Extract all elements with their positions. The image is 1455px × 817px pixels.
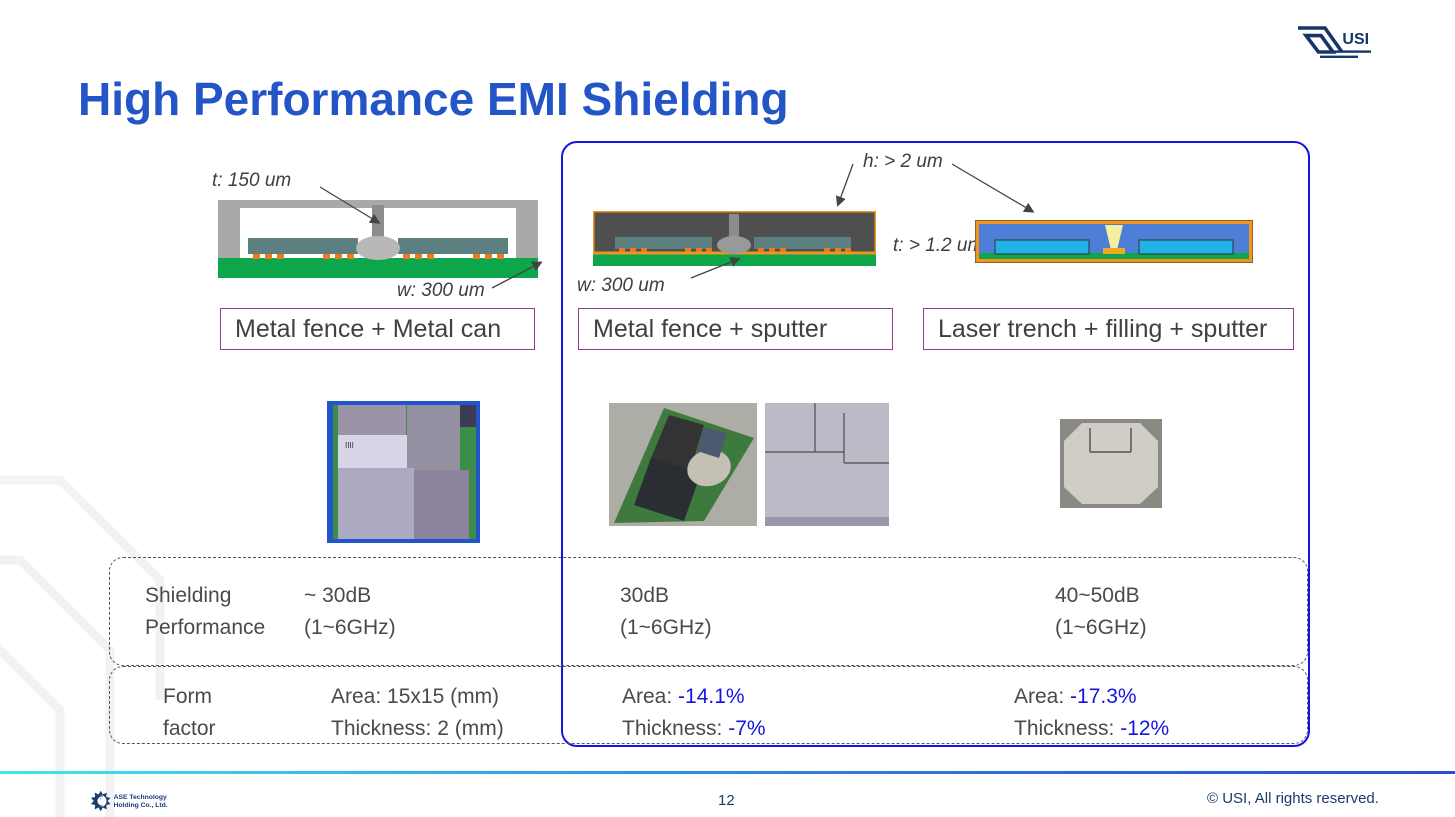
svg-text:Holding Co., Ltd.: Holding Co., Ltd. [114,802,168,809]
svg-text:ASE Technology: ASE Technology [114,794,167,801]
svg-text:USI: USI [1342,31,1369,48]
svg-text:IIII: IIII [345,441,354,450]
